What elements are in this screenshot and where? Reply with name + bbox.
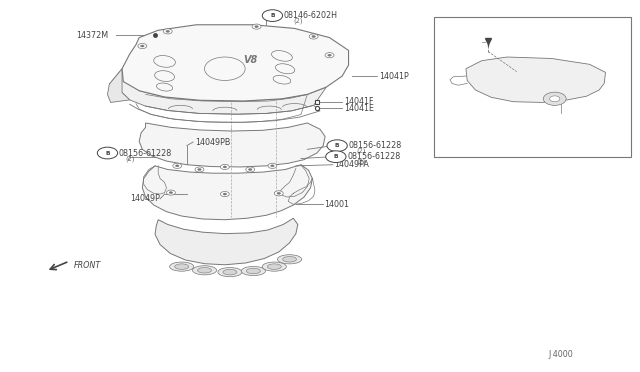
Circle shape bbox=[138, 44, 147, 49]
Polygon shape bbox=[155, 218, 298, 265]
Polygon shape bbox=[108, 69, 130, 102]
Circle shape bbox=[97, 147, 118, 159]
Ellipse shape bbox=[198, 267, 211, 273]
Text: 08146-6202H: 08146-6202H bbox=[284, 11, 338, 20]
Circle shape bbox=[268, 163, 277, 169]
Text: B: B bbox=[335, 143, 339, 148]
Ellipse shape bbox=[241, 266, 266, 276]
Polygon shape bbox=[109, 69, 326, 114]
Ellipse shape bbox=[175, 264, 189, 269]
Circle shape bbox=[141, 45, 144, 47]
Ellipse shape bbox=[278, 255, 301, 264]
Circle shape bbox=[309, 34, 318, 39]
Bar bbox=[434, 17, 631, 157]
Circle shape bbox=[198, 169, 201, 170]
Text: 14049PA: 14049PA bbox=[334, 160, 369, 169]
Ellipse shape bbox=[283, 257, 296, 262]
Circle shape bbox=[169, 192, 173, 193]
Circle shape bbox=[514, 74, 519, 77]
Circle shape bbox=[325, 52, 334, 58]
Circle shape bbox=[550, 96, 560, 102]
Text: B: B bbox=[105, 151, 109, 155]
Text: (2): (2) bbox=[356, 158, 366, 165]
Polygon shape bbox=[466, 57, 605, 102]
Circle shape bbox=[262, 10, 283, 22]
Text: 14041F: 14041F bbox=[344, 97, 374, 106]
Circle shape bbox=[327, 140, 348, 151]
Polygon shape bbox=[122, 25, 349, 101]
Circle shape bbox=[543, 92, 566, 105]
Circle shape bbox=[223, 166, 227, 168]
Text: 08156-61228: 08156-61228 bbox=[348, 152, 401, 161]
Text: 14049PB: 14049PB bbox=[195, 138, 230, 147]
Circle shape bbox=[175, 165, 179, 167]
Text: 14041E: 14041E bbox=[344, 104, 374, 113]
Text: B: B bbox=[270, 13, 275, 18]
Circle shape bbox=[220, 192, 229, 197]
Circle shape bbox=[326, 151, 346, 163]
Circle shape bbox=[312, 35, 316, 38]
Text: (2): (2) bbox=[293, 18, 303, 24]
Text: 14001: 14001 bbox=[324, 200, 349, 209]
Text: (2): (2) bbox=[356, 148, 366, 154]
Text: 14372M: 14372M bbox=[76, 31, 108, 39]
Polygon shape bbox=[142, 165, 312, 220]
Ellipse shape bbox=[262, 262, 286, 271]
Circle shape bbox=[220, 164, 229, 170]
Text: 08156-61228: 08156-61228 bbox=[119, 148, 172, 157]
Circle shape bbox=[163, 29, 172, 34]
Text: 14049P: 14049P bbox=[130, 194, 159, 203]
Circle shape bbox=[277, 192, 280, 194]
Circle shape bbox=[246, 167, 255, 172]
Ellipse shape bbox=[170, 262, 194, 271]
Ellipse shape bbox=[246, 268, 260, 274]
Circle shape bbox=[328, 54, 332, 56]
Circle shape bbox=[166, 190, 175, 195]
Circle shape bbox=[248, 169, 252, 170]
Text: 28945X: 28945X bbox=[445, 38, 477, 46]
Circle shape bbox=[223, 193, 227, 195]
Circle shape bbox=[173, 163, 182, 169]
Circle shape bbox=[275, 191, 284, 196]
Circle shape bbox=[195, 167, 204, 172]
Ellipse shape bbox=[218, 267, 242, 277]
Text: 14041P: 14041P bbox=[379, 71, 409, 81]
Text: B: B bbox=[333, 154, 338, 159]
Text: 14041PA: 14041PA bbox=[516, 114, 552, 123]
Ellipse shape bbox=[193, 266, 216, 275]
Ellipse shape bbox=[223, 269, 237, 275]
Text: V8: V8 bbox=[243, 55, 257, 65]
Text: FRONT: FRONT bbox=[74, 261, 101, 270]
Circle shape bbox=[255, 26, 259, 28]
Circle shape bbox=[166, 31, 170, 32]
Polygon shape bbox=[139, 123, 325, 167]
Text: A/CLNR COVER: A/CLNR COVER bbox=[445, 24, 506, 33]
Circle shape bbox=[271, 165, 274, 167]
Circle shape bbox=[510, 72, 523, 79]
Text: J 4000: J 4000 bbox=[548, 350, 573, 359]
Text: 08156-61228: 08156-61228 bbox=[349, 141, 402, 150]
Text: (2): (2) bbox=[125, 155, 135, 162]
Ellipse shape bbox=[268, 264, 282, 269]
Circle shape bbox=[252, 24, 261, 29]
